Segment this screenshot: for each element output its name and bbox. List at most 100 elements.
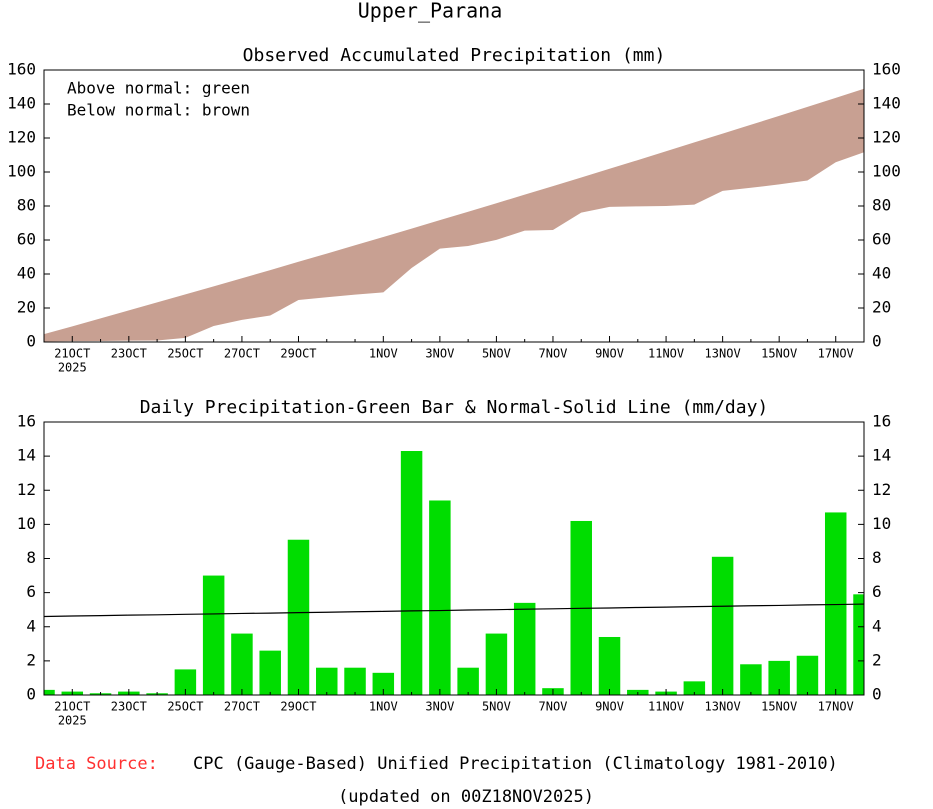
x-tick-label: 5NOV (482, 700, 511, 714)
y2-tick-label: 120 (872, 128, 901, 147)
x-tick-label: 27OCT (224, 347, 260, 361)
y2-tick-label: 80 (872, 196, 891, 215)
updated-text: (updated on 00Z18NOV2025) (338, 787, 594, 807)
x-tick-label: 17NOV (818, 700, 854, 714)
x-tick-label: 1NOV (369, 347, 398, 361)
y-tick-label: 0 (26, 332, 36, 351)
source-text: CPC (Gauge-Based) Unified Precipitation … (193, 754, 838, 774)
x-tick-label: 23OCT (111, 347, 147, 361)
x-tick-label: 29OCT (280, 347, 316, 361)
plot-area (44, 88, 864, 342)
x-tick-label: 27OCT (224, 700, 260, 714)
x-tick-label: 3NOV (425, 347, 454, 361)
x-tick-label: 3NOV (425, 700, 454, 714)
y-tick-label: 12 (17, 480, 36, 499)
y-tick-label: 10 (17, 514, 36, 533)
x-tick-label: 25OCT (167, 700, 203, 714)
y2-tick-label: 2 (872, 650, 882, 669)
bar (768, 660, 790, 695)
bar (853, 594, 864, 695)
y2-tick-label: 12 (872, 480, 891, 499)
x-tick-label: 21OCT (54, 347, 90, 361)
y-tick-label: 16 (17, 412, 36, 431)
y2-tick-label: 20 (872, 298, 891, 317)
y-tick-label: 140 (7, 94, 36, 113)
bar (202, 575, 225, 695)
area (44, 88, 864, 342)
x-tick-label: 9NOV (595, 347, 624, 361)
x-tick-label: 29OCT (280, 700, 316, 714)
x-tick-label: 5NOV (482, 347, 511, 361)
y2-tick-label: 0 (872, 685, 882, 704)
bar (457, 667, 479, 695)
y-tick-label: 40 (17, 264, 36, 283)
y-tick-label: 100 (7, 162, 36, 181)
line (44, 603, 864, 618)
annotation: Above normal: green (67, 79, 250, 98)
bar (259, 650, 281, 695)
x-tick-label: 15NOV (761, 700, 797, 714)
x-tick-label: 11NOV (648, 700, 684, 714)
chart-title: Observed Accumulated Precipitation (mm) (243, 45, 666, 66)
x-tick-label: 11NOV (648, 347, 684, 361)
y-tick-label: 20 (17, 298, 36, 317)
y2-tick-label: 16 (872, 412, 891, 431)
y2-tick-label: 0 (872, 332, 882, 351)
y-tick-label: 0 (26, 685, 36, 704)
chart-title: Daily Precipitation-Green Bar & Normal-S… (140, 397, 769, 418)
x-tick-label: 23OCT (111, 700, 147, 714)
bar (429, 500, 451, 695)
bar (796, 655, 819, 695)
bar (174, 669, 197, 695)
bar (740, 664, 762, 695)
annotation: Below normal: brown (67, 101, 250, 120)
y-tick-label: 6 (26, 582, 36, 601)
bar (711, 556, 734, 695)
y2-tick-label: 40 (872, 264, 891, 283)
y-tick-label: 80 (17, 196, 36, 215)
x-tick-label: 7NOV (539, 700, 568, 714)
bar (400, 451, 423, 695)
bar (44, 689, 55, 695)
y2-tick-label: 14 (872, 446, 891, 465)
bar (485, 633, 508, 695)
x-tick-label: 9NOV (595, 700, 624, 714)
bar (513, 602, 536, 695)
year-label: 2025 (58, 361, 87, 375)
plot-area (44, 451, 864, 695)
bar (824, 512, 847, 695)
x-tick-label: 1NOV (369, 700, 398, 714)
bar (287, 539, 310, 695)
y2-tick-label: 160 (872, 60, 901, 79)
x-tick-label: 13NOV (705, 347, 741, 361)
x-tick-label: 13NOV (705, 700, 741, 714)
y-tick-label: 120 (7, 128, 36, 147)
source-label: Data Source: (35, 754, 158, 774)
y2-tick-label: 8 (872, 548, 882, 567)
y-tick-label: 4 (26, 616, 36, 635)
y2-tick-label: 100 (872, 162, 901, 181)
y2-tick-label: 60 (872, 230, 891, 249)
x-tick-label: 7NOV (539, 347, 568, 361)
bar (598, 636, 621, 695)
x-tick-label: 25OCT (167, 347, 203, 361)
y2-tick-label: 10 (872, 514, 891, 533)
y2-tick-label: 140 (872, 94, 901, 113)
x-tick-label: 15NOV (761, 347, 797, 361)
y2-tick-label: 6 (872, 582, 882, 601)
x-tick-label: 21OCT (54, 700, 90, 714)
bar (683, 681, 706, 695)
bar (372, 672, 395, 695)
bar (231, 633, 253, 695)
plot-frame (43, 421, 865, 696)
year-label: 2025 (58, 714, 87, 728)
y-tick-label: 60 (17, 230, 36, 249)
y-tick-label: 160 (7, 60, 36, 79)
y-tick-label: 14 (17, 446, 36, 465)
y-tick-label: 2 (26, 650, 36, 669)
y-tick-label: 8 (26, 548, 36, 567)
y2-tick-label: 4 (872, 616, 882, 635)
x-tick-label: 17NOV (818, 347, 854, 361)
bar (316, 667, 338, 695)
